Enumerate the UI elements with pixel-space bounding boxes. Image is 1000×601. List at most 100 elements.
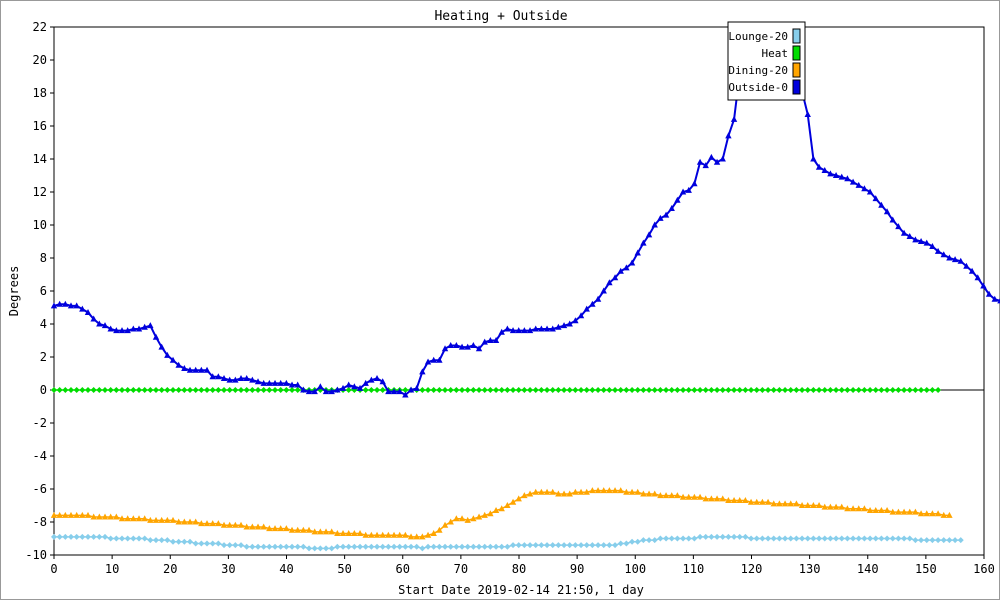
data-point-lounge-20: [782, 535, 789, 542]
data-point-dining-20: [345, 530, 352, 537]
data-point-heat: [770, 387, 777, 393]
data-point-outside-0: [356, 384, 364, 391]
data-point-heat: [759, 387, 766, 393]
data-point-heat: [209, 387, 216, 393]
data-point-outside-0: [118, 327, 126, 334]
data-point-dining-20: [560, 490, 568, 497]
data-point-outside-0: [974, 274, 981, 281]
data-point-outside-0: [889, 216, 896, 223]
data-point-dining-20: [787, 500, 794, 507]
data-point-outside-0: [719, 155, 726, 162]
y-tick-label: 4: [40, 317, 47, 331]
data-point-dining-20: [249, 523, 256, 530]
data-point-dining-20: [849, 505, 857, 512]
data-point-heat: [629, 387, 636, 393]
data-point-heat: [617, 387, 624, 393]
data-point-dining-20: [226, 521, 233, 528]
data-point-lounge-20: [793, 535, 800, 542]
data-point-outside-0: [532, 325, 539, 332]
data-point-outside-0: [713, 158, 721, 165]
data-point-outside-0: [271, 379, 279, 386]
data-point-outside-0: [708, 153, 715, 160]
y-tick-label: 8: [40, 251, 47, 265]
data-point-outside-0: [481, 338, 488, 345]
data-point-outside-0: [373, 374, 381, 381]
data-point-outside-0: [147, 322, 154, 329]
data-point-dining-20: [685, 493, 692, 500]
data-point-heat: [527, 387, 534, 393]
data-point-heat: [476, 387, 483, 393]
data-point-dining-20: [50, 511, 58, 518]
legend-label-lounge-20: Lounge-20: [728, 30, 788, 43]
data-point-outside-0: [946, 254, 953, 261]
data-point-heat: [742, 387, 749, 393]
data-point-lounge-20: [515, 542, 522, 549]
data-point-heat: [419, 387, 426, 393]
data-point-outside-0: [470, 341, 477, 348]
data-point-outside-0: [560, 322, 568, 329]
data-point-dining-20: [923, 510, 930, 517]
data-point-heat: [799, 387, 806, 393]
data-point-lounge-20: [283, 543, 290, 550]
data-point-lounge-20: [952, 537, 959, 544]
data-point-heat: [164, 387, 171, 393]
data-point-dining-20: [419, 533, 426, 540]
data-point-heat: [532, 387, 539, 393]
data-point-heat: [147, 387, 154, 393]
data-point-lounge-20: [221, 542, 228, 549]
data-point-heat: [640, 387, 647, 393]
data-point-outside-0: [606, 279, 613, 286]
data-point-outside-0: [566, 320, 573, 327]
data-point-lounge-20: [623, 540, 630, 547]
data-point-dining-20: [181, 518, 188, 525]
data-point-dining-20: [288, 526, 296, 533]
data-point-outside-0: [934, 247, 942, 254]
data-point-heat: [793, 387, 800, 393]
data-point-heat: [657, 387, 664, 393]
data-point-heat: [464, 387, 471, 393]
data-point-heat: [402, 387, 409, 393]
data-point-outside-0: [725, 132, 732, 139]
data-point-lounge-20: [555, 542, 562, 549]
data-point-dining-20: [373, 531, 381, 538]
data-point-lounge-20: [158, 537, 165, 544]
data-point-outside-0: [294, 381, 301, 388]
data-point-heat: [238, 387, 245, 393]
data-point-heat: [634, 387, 641, 393]
data-point-dining-20: [657, 492, 664, 499]
data-point-heat: [929, 387, 936, 393]
data-point-lounge-20: [510, 542, 517, 549]
data-point-heat: [368, 387, 375, 393]
data-point-dining-20: [878, 506, 885, 513]
data-point-lounge-20: [691, 535, 698, 542]
data-point-dining-20: [62, 511, 69, 518]
data-point-lounge-20: [850, 535, 857, 542]
data-point-heat: [198, 387, 205, 393]
data-point-outside-0: [623, 264, 630, 271]
data-point-heat: [459, 387, 466, 393]
data-point-outside-0: [220, 374, 228, 381]
data-point-outside-0: [487, 337, 494, 343]
data-point-dining-20: [708, 495, 715, 502]
data-point-heat: [436, 387, 443, 393]
data-point-outside-0: [963, 262, 970, 269]
data-point-heat: [277, 387, 284, 393]
data-point-outside-0: [266, 379, 273, 386]
data-point-outside-0: [657, 214, 664, 221]
data-point-outside-0: [50, 302, 58, 309]
data-point-heat: [765, 387, 772, 393]
data-point-dining-20: [759, 498, 766, 505]
data-point-heat: [889, 387, 896, 393]
data-point-lounge-20: [153, 537, 160, 544]
data-point-heat: [685, 387, 692, 393]
data-point-dining-20: [317, 528, 324, 535]
data-point-lounge-20: [561, 542, 568, 549]
x-tick-label: 150: [915, 562, 937, 576]
data-point-dining-20: [521, 492, 528, 499]
data-point-dining-20: [736, 497, 743, 504]
data-point-heat: [895, 387, 902, 393]
chart-title: Heating + Outside: [434, 9, 567, 24]
data-point-lounge-20: [62, 533, 69, 540]
data-point-outside-0: [861, 185, 868, 192]
data-point-lounge-20: [413, 543, 420, 550]
